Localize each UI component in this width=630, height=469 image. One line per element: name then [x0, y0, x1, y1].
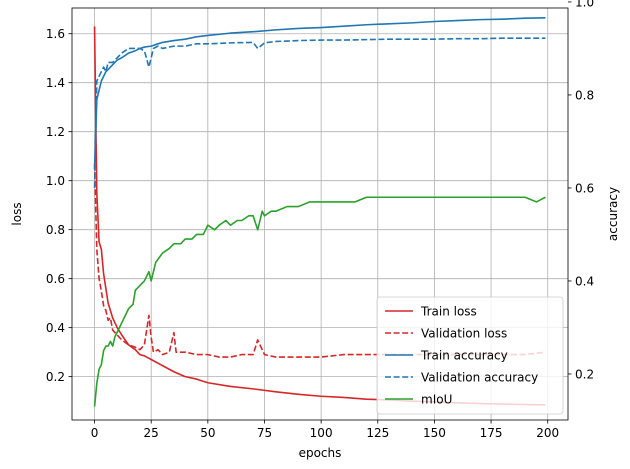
x-tick-label: 75 [257, 426, 272, 440]
y-left-tick-label: 0.8 [46, 223, 65, 237]
x-tick-label: 100 [310, 426, 333, 440]
legend-label: mIoU [421, 393, 452, 407]
x-tick-label: 0 [91, 426, 99, 440]
series-line-validation-loss [93, 163, 546, 358]
x-axis: 0 25 50 75 100 125 150 175 200 [91, 420, 559, 440]
legend-label: Train accuracy [420, 349, 508, 363]
x-tick-label: 125 [366, 426, 389, 440]
y-axis-left-label: loss [10, 202, 24, 225]
series-line-miou [93, 196, 546, 407]
y-left-tick-label: 0.4 [46, 321, 65, 335]
y-left-tick-label: 0.6 [46, 272, 65, 286]
series-lines [93, 16, 546, 407]
legend-label: Validation loss [421, 327, 507, 341]
y-right-tick-label: 1.0 [575, 0, 594, 9]
x-tick-label: 150 [423, 426, 446, 440]
series-line-train-accuracy [93, 16, 546, 170]
y-left-tick-label: 1.0 [46, 174, 65, 188]
y-right-tick-label: 0.6 [575, 181, 594, 195]
legend-box [376, 296, 564, 415]
y-axis-right-label: accuracy [606, 187, 620, 241]
legend-label: Train loss [420, 305, 477, 319]
plot-frame [71, 7, 569, 421]
x-tick-label: 25 [144, 426, 159, 440]
y-axis-right: 0.2 0.4 0.6 0.8 1.0 [568, 0, 594, 381]
y-left-tick-label: 1.4 [46, 76, 65, 90]
x-tick-label: 175 [480, 426, 503, 440]
y-right-tick-label: 0.2 [575, 367, 594, 381]
x-axis-label: epochs [299, 446, 342, 460]
series-line-validation-accuracy [93, 37, 546, 188]
x-tick-label: 200 [536, 426, 559, 440]
y-left-tick-label: 1.6 [46, 27, 65, 41]
y-right-tick-label: 0.8 [575, 88, 594, 102]
y-left-tick-label: 0.2 [46, 370, 65, 384]
y-left-tick-label: 1.2 [46, 125, 65, 139]
x-tick-label: 50 [200, 426, 215, 440]
legend-label: Validation accuracy [421, 371, 538, 385]
y-right-tick-label: 0.4 [575, 274, 594, 288]
legend: Train loss Validation loss Train accuracy V… [376, 296, 564, 415]
y-axis-left: 0.2 0.4 0.6 0.8 1.0 1.2 1.4 1.6 [46, 27, 72, 384]
